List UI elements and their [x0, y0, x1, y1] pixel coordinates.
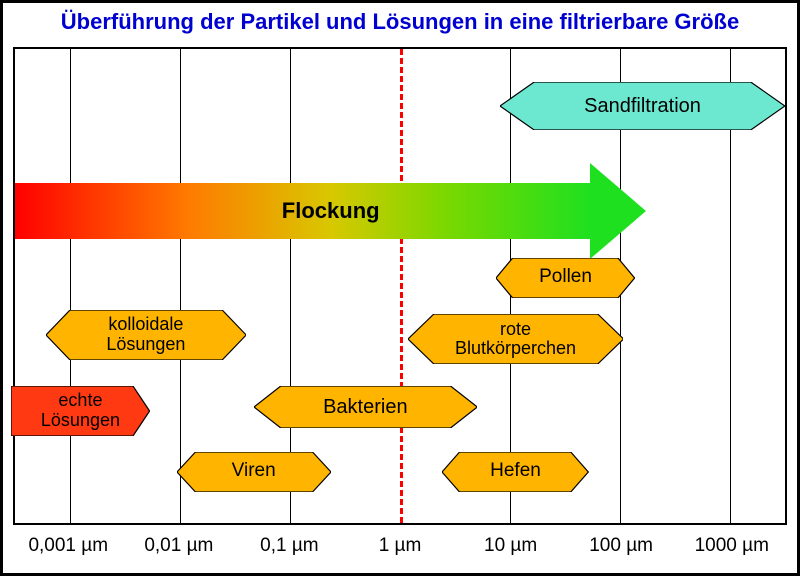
axis-tick: 0,01 µm	[144, 535, 213, 557]
range-sandfiltration: Sandfiltration	[500, 82, 785, 130]
range-label: echte Lösungen	[35, 391, 126, 431]
range-label: rote Blutkörperchen	[449, 320, 582, 360]
reference-line-1um	[400, 49, 403, 523]
axis-tick: 1 µm	[379, 535, 422, 557]
range-label: Pollen	[533, 267, 598, 288]
range-pollen: Pollen	[496, 258, 635, 298]
axis-tick: 0,001 µm	[28, 535, 108, 557]
x-axis: 0,001 µm 0,01 µm 0,1 µm 1 µm 10 µm 100 µm 1000…	[13, 525, 787, 573]
plot-area: Flockung Sandfiltration Pollen rote Blutkör…	[13, 47, 787, 525]
range-label: Bakterien	[317, 396, 414, 418]
page-title: Überführung der Partikel und Lösungen in…	[3, 3, 797, 39]
range-label: kolloidale Lösungen	[100, 315, 191, 355]
gridline	[70, 49, 71, 523]
range-label: Sandfiltration	[578, 95, 707, 117]
range-viren: Viren	[177, 452, 331, 492]
range-label: Viren	[226, 461, 282, 482]
range-hefen: Hefen	[442, 452, 588, 492]
range-rote-blutk-rperchen: rote Blutkörperchen	[408, 314, 624, 364]
axis-tick: 0,1 µm	[260, 535, 318, 557]
range-label: Hefen	[484, 461, 547, 482]
range-kolloidale-l-sungen: kolloidale Lösungen	[46, 310, 246, 360]
axis-tick: 10 µm	[484, 535, 537, 557]
range-echte-l-sungen: echte Lösungen	[11, 386, 150, 436]
flockung-arrow: Flockung	[15, 163, 646, 259]
axis-tick: 1000 µm	[695, 535, 769, 557]
axis-tick: 100 µm	[589, 535, 653, 557]
range-bakterien: Bakterien	[254, 386, 477, 428]
